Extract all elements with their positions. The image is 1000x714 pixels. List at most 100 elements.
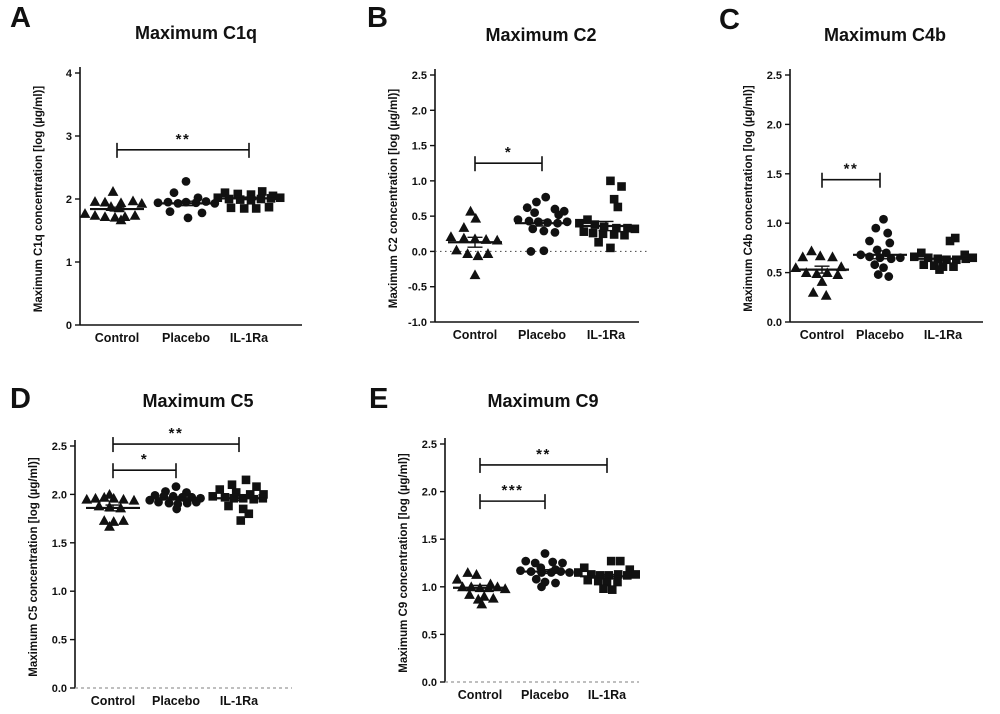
data-point	[617, 182, 626, 191]
data-point	[182, 498, 192, 508]
data-point	[154, 497, 163, 507]
data-point	[181, 176, 191, 186]
y-tick-label: 0.5	[412, 211, 427, 223]
data-point	[609, 194, 619, 204]
data-point	[163, 197, 173, 207]
data-point	[574, 568, 583, 577]
data-point	[128, 494, 140, 505]
data-point	[575, 218, 584, 228]
panel-title: Maximum C2	[485, 25, 597, 45]
data-point	[816, 276, 828, 286]
y-tick-label: -0.5	[408, 282, 427, 294]
scatter-plot-c1q: 0 1 2 3 4 Maximum C1q concentration [log (µg/…	[33, 67, 302, 345]
category-label: IL-1Ra	[230, 331, 269, 345]
y-tick-label: 0.0	[422, 677, 437, 689]
data-point	[458, 232, 470, 243]
data-point	[820, 289, 832, 300]
data-point	[108, 516, 120, 526]
data-point	[215, 485, 225, 494]
panel-title: Maximum C4b	[823, 25, 947, 45]
data-point	[118, 515, 129, 525]
data-point	[191, 497, 201, 507]
data-point	[537, 582, 546, 592]
significance-label: **	[176, 131, 191, 148]
data-point	[482, 248, 494, 258]
y-tick-label: 2.5	[412, 70, 427, 82]
y-tick-label: 0.5	[422, 629, 437, 641]
category-label: IL-1Ra	[587, 328, 626, 342]
data-point	[164, 498, 174, 508]
data-point	[227, 480, 237, 490]
data-point	[236, 516, 246, 525]
y-tick-label: 0	[66, 320, 72, 332]
data-point	[910, 252, 919, 262]
y-tick-label: 4	[66, 68, 73, 80]
data-point	[579, 227, 589, 236]
data-point	[886, 254, 896, 264]
data-point	[865, 252, 874, 262]
data-point	[821, 267, 833, 277]
data-point	[201, 197, 211, 206]
y-tick-label: 0.5	[767, 268, 782, 280]
data-point	[814, 250, 826, 261]
data-point	[98, 491, 110, 502]
data-point	[241, 475, 251, 485]
data-point	[588, 228, 598, 238]
data-point	[832, 269, 844, 279]
data-point	[531, 574, 541, 584]
data-point	[530, 208, 539, 218]
category-label: Placebo	[162, 331, 210, 345]
data-point	[625, 565, 635, 574]
data-point	[172, 504, 182, 514]
y-axis-title: Maximum C2 concentration [log (µg/ml)]	[388, 89, 400, 309]
data-point	[616, 556, 625, 566]
data-point	[183, 213, 193, 223]
y-tick-label: 1.5	[767, 169, 782, 181]
data-point	[90, 492, 101, 503]
data-point	[220, 188, 230, 197]
significance-label: **	[536, 446, 551, 463]
data-point	[539, 226, 549, 236]
y-tick-label: 0.0	[412, 246, 427, 258]
data-point	[540, 549, 550, 558]
data-point	[606, 176, 615, 186]
data-point	[598, 229, 608, 239]
data-point	[487, 592, 499, 603]
panel-title: Maximum C1q	[134, 23, 258, 43]
data-point	[513, 215, 523, 225]
data-point	[89, 209, 101, 220]
category-label: Placebo	[518, 328, 566, 342]
panel-e: E Maximum C9 0.0 0.5 1.0 1.5 2.0 2.5 Maximum C…	[355, 380, 685, 714]
data-point	[949, 262, 958, 271]
data-point	[476, 598, 488, 609]
category-label: Placebo	[152, 694, 200, 708]
data-point	[239, 204, 249, 213]
data-point	[800, 267, 812, 277]
data-point	[935, 265, 944, 274]
data-point	[458, 222, 470, 232]
data-point	[551, 578, 560, 588]
data-point	[275, 193, 285, 203]
data-point	[579, 563, 589, 573]
y-tick-label: 1.5	[412, 141, 427, 153]
data-point	[594, 237, 603, 247]
data-point	[471, 569, 482, 579]
data-point	[252, 482, 261, 491]
data-point	[620, 230, 629, 240]
data-point	[165, 207, 175, 217]
data-point	[213, 193, 223, 203]
y-axis-title: Maximum C4b concentration [log (µg/ml)]	[743, 85, 755, 312]
y-axis-title: Maximum C9 concentration [log (µg/ml)]	[398, 453, 410, 673]
data-point	[233, 189, 243, 199]
data-point	[539, 246, 549, 256]
data-point	[445, 231, 457, 242]
data-point	[613, 577, 622, 587]
y-tick-label: 2.5	[767, 70, 782, 82]
panel-letter: D	[10, 383, 31, 415]
data-point	[470, 212, 482, 223]
y-tick-label: 2.0	[412, 105, 427, 117]
data-point	[465, 205, 476, 216]
data-point	[244, 509, 254, 519]
data-point	[235, 195, 245, 204]
y-tick-label: -1.0	[408, 317, 427, 329]
